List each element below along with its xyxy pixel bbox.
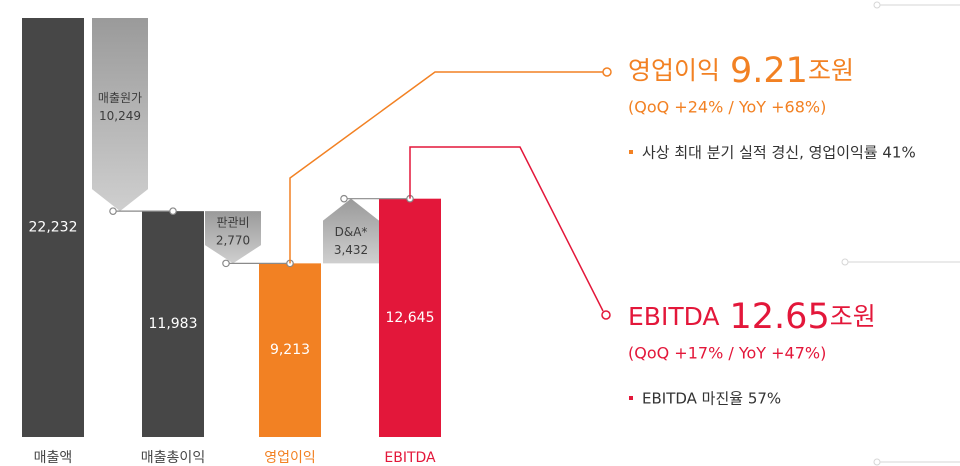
bar bbox=[379, 198, 441, 437]
callout-unit: 조원 bbox=[808, 56, 854, 85]
callout-title: 영업이익 9.21조원 bbox=[628, 51, 854, 91]
callout-change: (QoQ +24% / YoY +68%) bbox=[628, 98, 826, 117]
connector-dot bbox=[109, 207, 117, 215]
bar-value-label: 12,645 bbox=[386, 310, 435, 326]
callout-unit: 조원 bbox=[830, 302, 876, 331]
step-value-label: 2,770 bbox=[216, 234, 250, 248]
callout-amount: 12.65 bbox=[730, 297, 830, 337]
step-name: D&A* bbox=[335, 225, 368, 239]
callout-dot bbox=[601, 310, 611, 320]
bullet bbox=[629, 396, 633, 400]
category-label: 매출액 bbox=[34, 450, 73, 466]
callout-title: EBITDA 12.65조원 bbox=[628, 297, 876, 337]
bullet bbox=[629, 150, 633, 154]
connector-dot bbox=[340, 194, 348, 203]
bar-value-label: 22,232 bbox=[29, 220, 78, 236]
category-label: 영업이익 bbox=[264, 450, 316, 466]
callout-label: EBITDA bbox=[628, 302, 720, 331]
step-value-label: 10,249 bbox=[99, 109, 141, 123]
bar bbox=[142, 211, 204, 437]
category-label: 매출총이익 bbox=[141, 450, 205, 466]
step-name: 판관비 bbox=[216, 216, 249, 230]
callout-note: 사상 최대 분기 실적 경신, 영업이익률 41% bbox=[642, 144, 916, 162]
step-box bbox=[92, 18, 148, 212]
category-label: EBITDA bbox=[384, 450, 436, 466]
connector-dot bbox=[222, 259, 230, 268]
bar-value-label: 11,983 bbox=[149, 316, 198, 332]
callout-line bbox=[289, 71, 603, 264]
bar bbox=[22, 18, 84, 437]
callout-line bbox=[409, 146, 604, 312]
step-value-label: 3,432 bbox=[334, 243, 368, 257]
callout-dot bbox=[602, 67, 612, 77]
bar bbox=[259, 263, 321, 437]
callout-label: 영업이익 bbox=[628, 56, 720, 85]
callout-amount: 9.21 bbox=[730, 51, 808, 91]
bar-value-label: 9,213 bbox=[270, 342, 310, 358]
step-box bbox=[323, 198, 379, 264]
decor bbox=[841, 1, 960, 466]
callout-note: EBITDA 마진율 57% bbox=[642, 390, 781, 408]
step-box bbox=[205, 211, 261, 264]
connector-dot bbox=[169, 207, 177, 215]
step-name: 매출원가 bbox=[98, 91, 142, 105]
callout-change: (QoQ +17% / YoY +47%) bbox=[628, 344, 826, 363]
